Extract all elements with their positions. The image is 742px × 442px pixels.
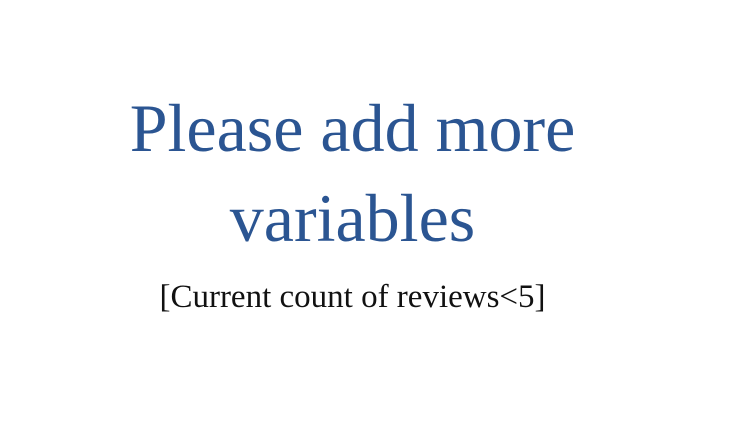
- headline-line-1: Please add more: [129, 90, 576, 166]
- empty-state-headline: Please add more variables: [0, 83, 705, 263]
- review-count-note: [Current count of reviews<5]: [159, 279, 546, 315]
- headline-line-2: variables: [229, 180, 476, 256]
